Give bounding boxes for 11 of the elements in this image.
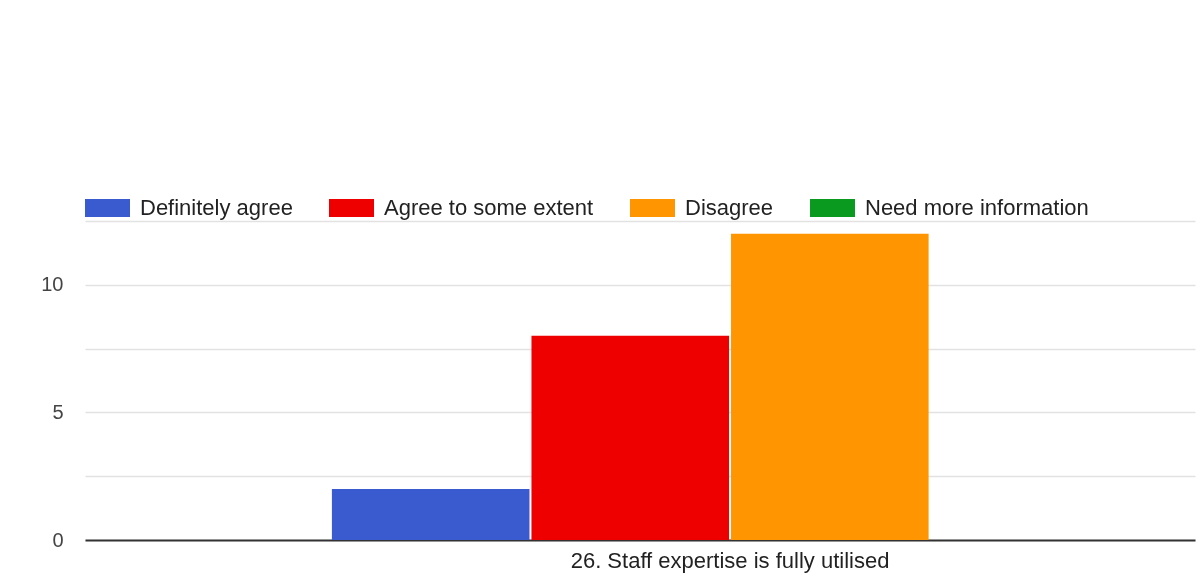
bar [731, 233, 929, 540]
legend-label: Need more information [865, 195, 1089, 220]
y-tick-label: 0 [52, 528, 64, 551]
y-tick-label: 5 [52, 400, 64, 423]
x-tick-label: 26. Staff expertise is fully utilised [570, 547, 890, 573]
legend-label: Disagree [685, 195, 774, 220]
legend-label: Definitely agree [140, 195, 293, 220]
bar [331, 488, 530, 540]
y-tick-label: 10 [41, 273, 64, 296]
legend-label: Agree to some extent [384, 195, 594, 220]
bar [531, 335, 730, 540]
